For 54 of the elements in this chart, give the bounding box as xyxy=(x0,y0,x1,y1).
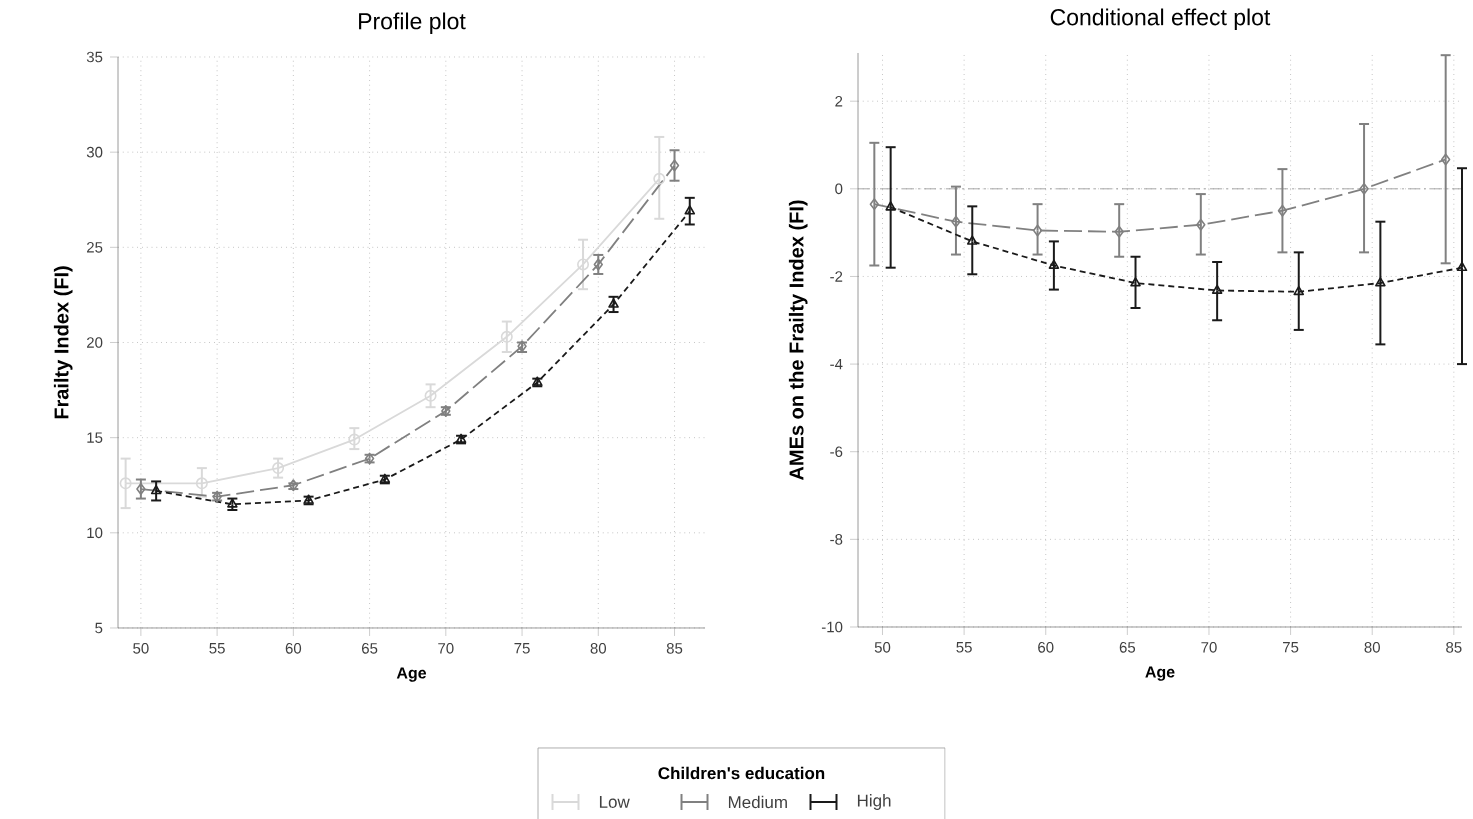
point xyxy=(653,172,666,185)
point xyxy=(288,479,299,492)
point xyxy=(500,330,513,343)
point xyxy=(136,483,146,496)
x-tick-label: 80 xyxy=(590,643,607,654)
x-tick-label: 85 xyxy=(1446,642,1462,653)
chart-title: Profile plot xyxy=(359,12,466,34)
point xyxy=(669,159,680,172)
y-tick-label: -6 xyxy=(830,446,843,458)
legend-label: High xyxy=(857,794,891,810)
x-axis-title: Age xyxy=(1145,666,1175,681)
legend-label: Low xyxy=(599,796,630,808)
y-tick-label: 10 xyxy=(87,527,103,539)
x-tick-label: 75 xyxy=(514,643,530,654)
x-tick-label: 85 xyxy=(666,643,683,654)
y-tick-label: 5 xyxy=(95,622,103,634)
y-tick-label: 0 xyxy=(835,183,843,195)
x-tick-label: 50 xyxy=(133,643,149,654)
y-tick-label: 15 xyxy=(87,432,103,443)
point xyxy=(195,477,208,490)
y-tick-label: 25 xyxy=(87,242,103,253)
x-tick-label: 65 xyxy=(1119,642,1136,653)
point xyxy=(348,433,361,446)
x-tick-label: 55 xyxy=(209,643,225,654)
x-tick-label: 70 xyxy=(438,643,454,654)
x-tick-label: 50 xyxy=(874,642,891,653)
x-tick-label: 75 xyxy=(1283,642,1299,653)
y-tick-label: -10 xyxy=(821,621,843,633)
legend-title: Children's education xyxy=(658,766,825,780)
y-tick-label: 2 xyxy=(835,95,843,107)
y-tick-label: -2 xyxy=(830,271,843,282)
y-tick-label: -8 xyxy=(830,534,843,545)
x-tick-label: 60 xyxy=(285,643,302,654)
chart-title: Conditional effect plot xyxy=(1050,8,1271,30)
point xyxy=(593,258,603,271)
x-tick-label: 55 xyxy=(956,642,972,653)
point xyxy=(272,462,285,475)
y-tick-label: 20 xyxy=(87,337,103,348)
y-tick-label: 30 xyxy=(86,146,103,158)
point xyxy=(424,389,437,402)
y-tick-label: 35 xyxy=(86,51,103,63)
legend-label: Medium xyxy=(728,795,787,809)
y-tick-label: -4 xyxy=(830,358,843,370)
y-axis-title: AMEs on the Frailty Index (FI) xyxy=(788,200,808,481)
x-tick-label: 65 xyxy=(361,643,378,654)
x-tick-label: 70 xyxy=(1201,642,1217,653)
point xyxy=(150,484,162,495)
x-tick-label: 60 xyxy=(1038,642,1054,653)
x-tick-label: 80 xyxy=(1364,642,1380,653)
y-axis-title: Frailty Index (FI) xyxy=(53,266,73,419)
x-axis-title: Age xyxy=(396,667,427,682)
point xyxy=(119,477,132,490)
point xyxy=(577,258,590,271)
point xyxy=(684,205,696,215)
